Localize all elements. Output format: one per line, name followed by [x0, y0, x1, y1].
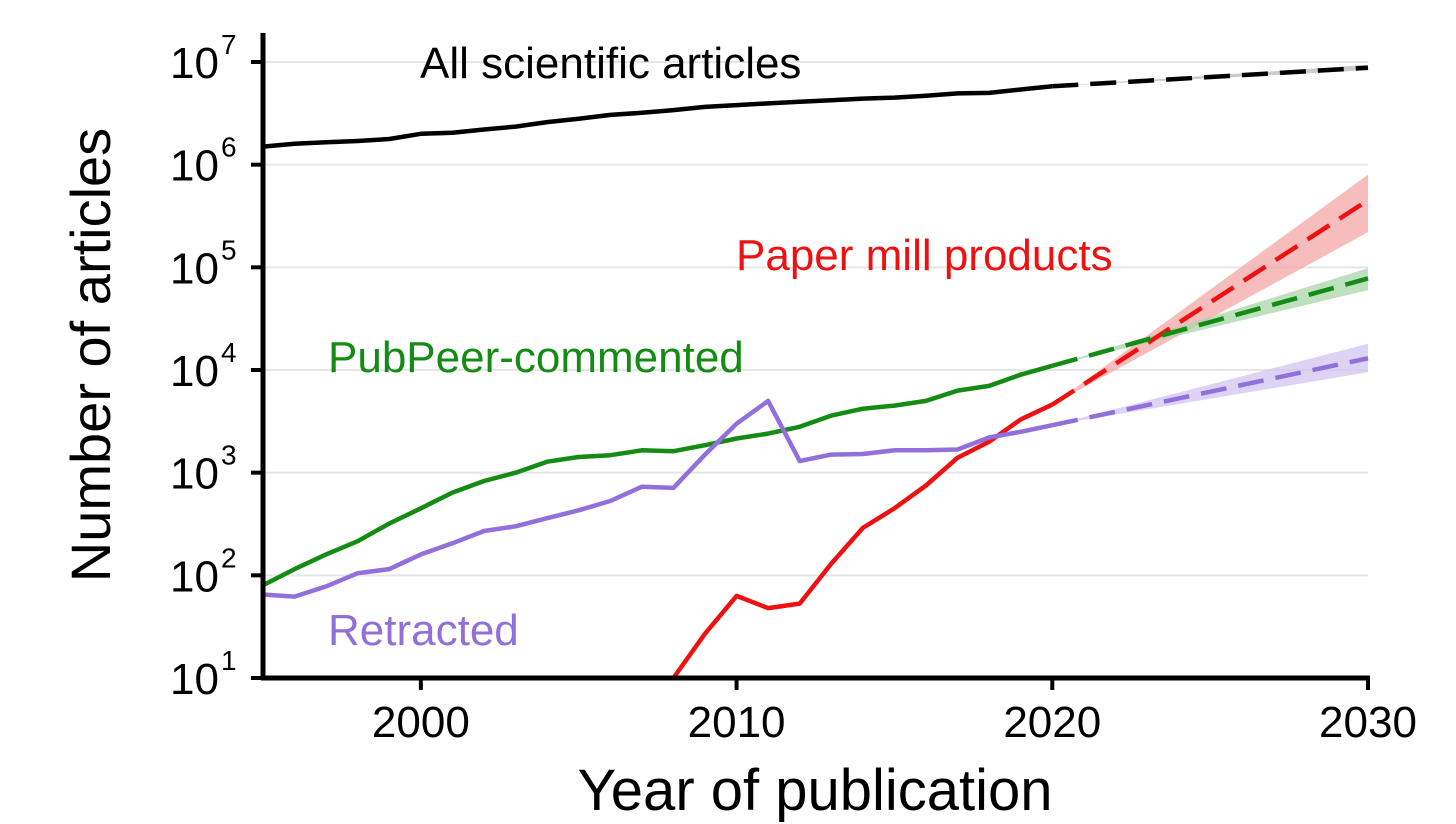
y-tick-exponent: 6	[221, 132, 237, 163]
y-tick-label: 10	[170, 347, 219, 396]
y-tick-label: 10	[170, 39, 219, 88]
projection-all-scientific-articles	[1052, 65, 1369, 89]
x-axis-label: Year of publication	[577, 758, 1052, 823]
projection-pubpeer-commented	[1051, 276, 1369, 368]
y-tick-exponent: 5	[221, 234, 237, 265]
y-axis-label: Number of articles	[59, 128, 122, 582]
annotation-pubpeer: PubPeer-commented	[328, 333, 744, 382]
y-tick-exponent: 7	[221, 29, 237, 60]
y-tick-exponent: 2	[221, 542, 237, 573]
y-tick-label: 10	[170, 450, 219, 499]
band-pubpeer-commented	[1052, 268, 1368, 366]
y-tick-exponent: 1	[221, 645, 237, 676]
line-paper-mill-products	[671, 402, 1054, 680]
x-tick-label: 2000	[372, 698, 470, 747]
y-tick-label: 10	[170, 655, 219, 704]
x-tick-label: 2030	[1319, 698, 1417, 747]
y-tick-label: 10	[170, 244, 219, 293]
y-tick-exponent: 3	[221, 440, 237, 471]
band-retracted	[1052, 343, 1368, 426]
line-all-scientific-articles	[262, 84, 1053, 149]
x-tick-label: 2010	[688, 698, 786, 747]
axes	[260, 33, 1370, 681]
y-tick-label: 10	[170, 552, 219, 601]
y-tick-label: 10	[170, 142, 219, 191]
projection-retracted	[1051, 356, 1369, 428]
line-retracted	[262, 398, 1053, 599]
band-paper-mill-products	[1052, 174, 1368, 405]
gridlines	[263, 61, 1368, 577]
annotation-all-articles: All scientific articles	[420, 39, 801, 88]
projection-paper-mill-products	[1051, 198, 1370, 407]
series-lines	[261, 65, 1370, 680]
y-tick-exponent: 4	[221, 337, 237, 368]
line-pubpeer-commented	[261, 363, 1053, 588]
x-tick-label: 2020	[1003, 698, 1101, 747]
annotation-paper-mill: Paper mill products	[736, 231, 1113, 280]
annotation-retracted: Retracted	[328, 606, 519, 655]
